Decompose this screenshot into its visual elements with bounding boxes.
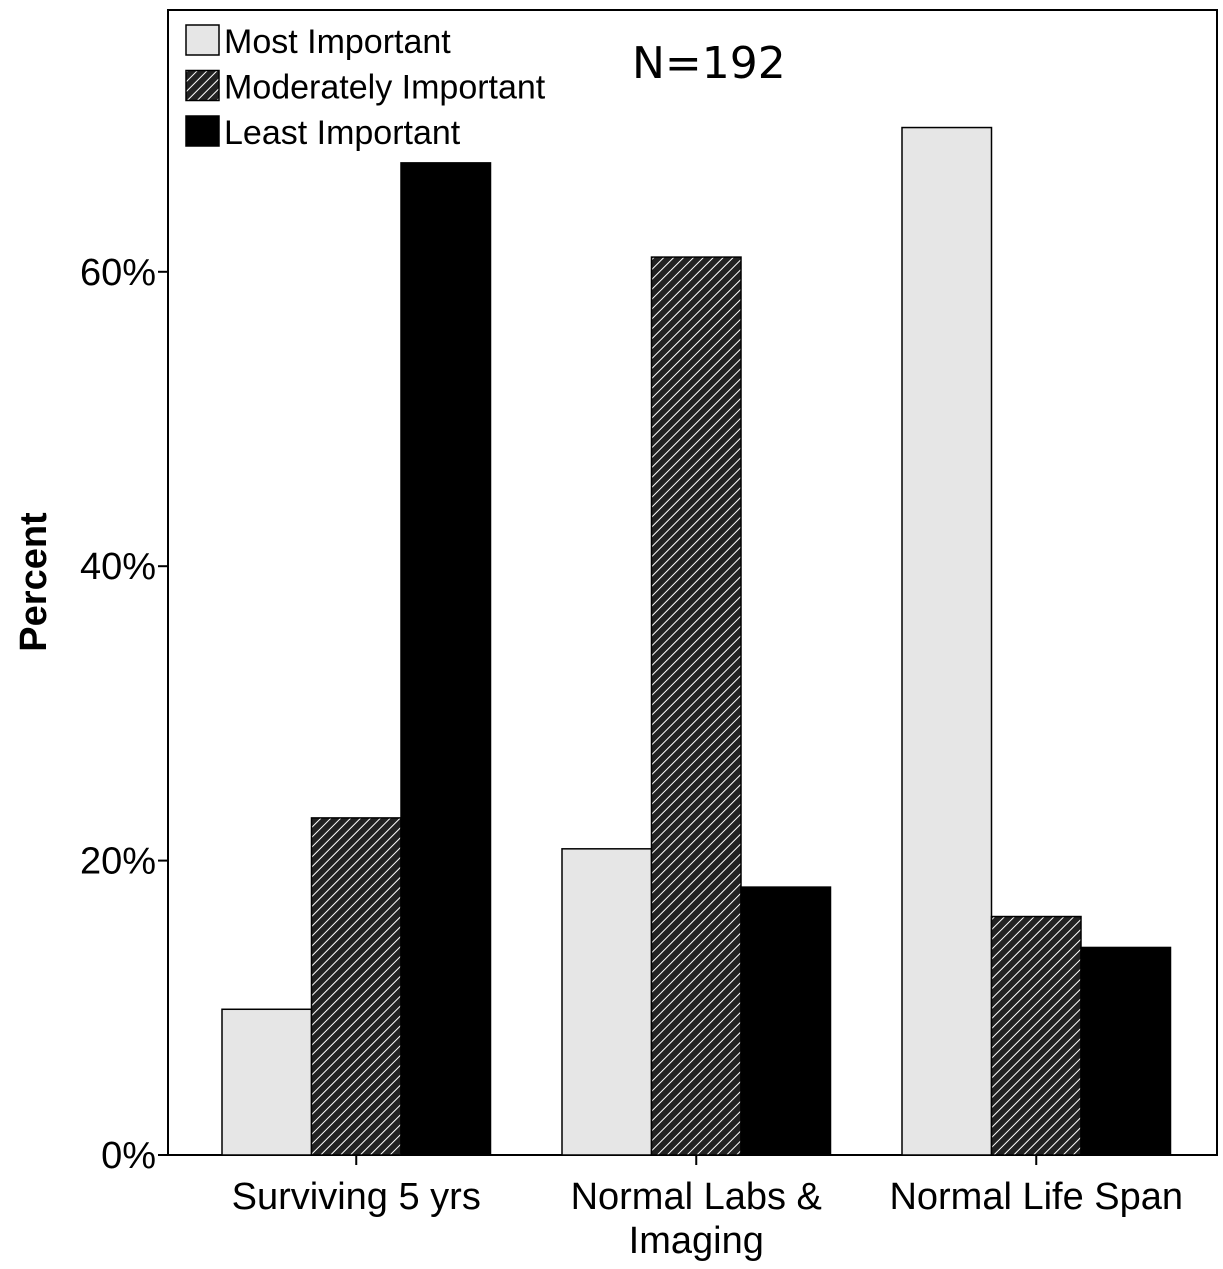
x-axis: Surviving 5 yrs Normal Labs &Imaging Norma… [232,1155,1183,1262]
legend: Most Important Moderately Important Least … [185,23,546,152]
bar-most-important [221,1008,313,1156]
y-tick-label: 0% [101,1135,156,1177]
bar-least-important [400,162,492,1156]
legend-swatch [185,115,220,147]
bar-least-important [740,886,832,1156]
sample-size-note: N=192 [632,38,786,89]
bar-moderately-important [650,256,742,1156]
bar-most-important [901,126,993,1156]
x-tick-label: Normal Life Span [889,1176,1183,1218]
x-tick-label: Surviving 5 yrs [232,1176,481,1218]
bar-moderately-important [310,817,402,1156]
legend-label: Moderately Important [224,69,546,107]
bar-least-important [1080,946,1172,1156]
legend-swatch [185,69,220,102]
legend-label: Least Important [224,114,461,152]
y-axis-label: Percent [13,512,55,652]
x-tick-label: Imaging [629,1220,764,1262]
x-tick-label: Normal Labs & [571,1176,822,1218]
legend-label: Most Important [224,23,451,61]
bar-most-important [561,848,653,1156]
y-tick-label: 40% [80,546,156,588]
bar-moderately-important [990,915,1082,1156]
bars-group [221,126,1172,1156]
legend-swatch [185,24,220,56]
y-tick-label: 20% [80,841,156,883]
y-axis: 0% 20% 40% 60% [80,252,168,1177]
y-tick-label: 60% [80,252,156,294]
